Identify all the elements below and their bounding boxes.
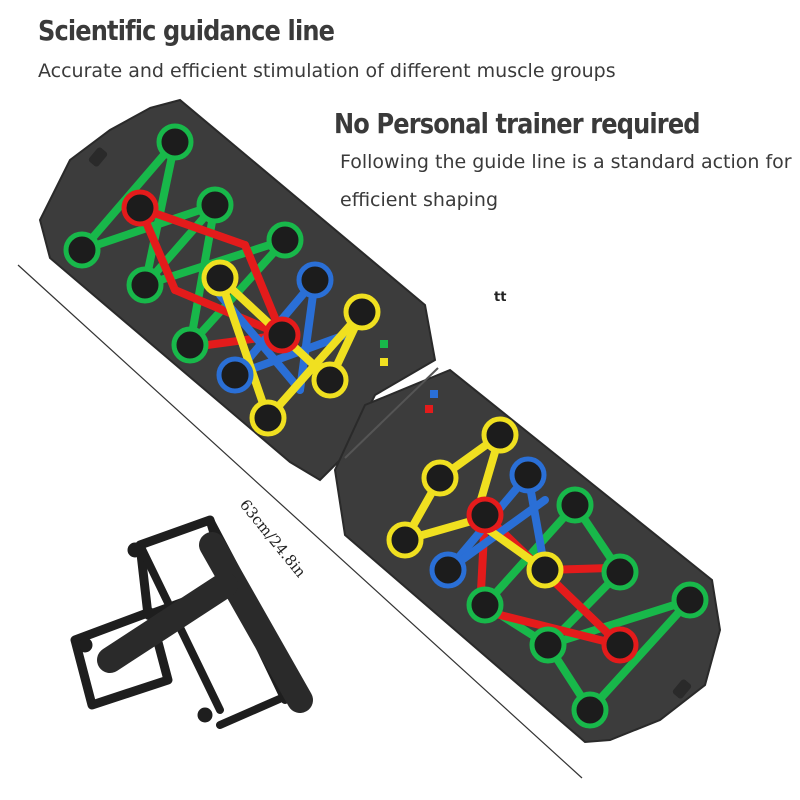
stray-text: tt — [494, 290, 507, 305]
dimension-line — [17, 264, 583, 779]
board-handle-slot — [88, 147, 108, 167]
handle-holes — [63, 123, 709, 729]
pushup-handles — [70, 515, 313, 729]
board-legend — [380, 340, 438, 413]
headline-no-trainer: No Personal trainer required — [334, 107, 701, 140]
board-hinge — [344, 367, 439, 459]
subline-guide-line: Following the guide line is a standard a… — [340, 151, 792, 173]
board-handle-slot — [672, 679, 692, 699]
subline-stimulation: Accurate and efficient stimulation of di… — [38, 60, 616, 82]
subline-shaping: efficient shaping — [340, 189, 499, 211]
headline-guidance: Scientific guidance line — [38, 14, 335, 47]
